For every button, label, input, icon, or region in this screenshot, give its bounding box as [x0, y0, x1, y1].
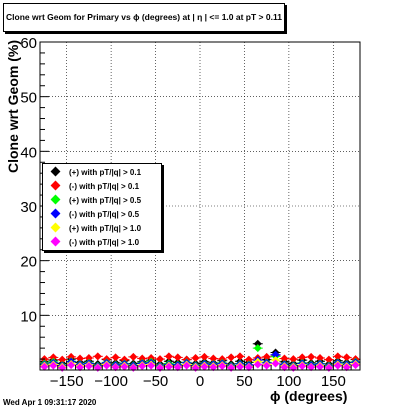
data-point: [333, 352, 342, 361]
legend-marker-icon: [50, 180, 61, 191]
data-point: [182, 361, 191, 370]
data-point: [342, 353, 351, 362]
legend-item: (+) with pT/|q| > 0.1: [43, 166, 161, 179]
data-point: [298, 353, 307, 362]
y-tick-label: 10: [20, 308, 37, 325]
data-series: [39, 339, 361, 372]
data-point: [253, 360, 262, 369]
data-point: [316, 362, 324, 371]
data-point: [111, 363, 120, 372]
legend-item: (+) with pT/|q| > 1.0: [43, 222, 161, 235]
data-point: [271, 359, 280, 368]
y-axis-label: Clone wrt Geom (%): [5, 39, 21, 173]
data-point: [84, 353, 93, 362]
data-point: [84, 362, 93, 371]
data-point: [147, 361, 156, 370]
legend-item: (-) with pT/|q| > 0.1: [43, 180, 161, 193]
legend-label: (+) with pT/|q| > 0.5: [69, 196, 142, 205]
data-point: [244, 355, 253, 364]
x-axis-label: ϕ (degrees): [270, 388, 348, 404]
x-tick-label: −50: [143, 373, 168, 390]
legend-label: (-) with pT/|q| > 0.1: [69, 182, 140, 191]
data-point: [253, 339, 262, 348]
legend-label: (-) with pT/|q| > 1.0: [69, 238, 140, 247]
data-point: [129, 352, 138, 361]
data-point: [351, 361, 360, 370]
data-point: [191, 353, 200, 362]
data-point: [49, 353, 58, 362]
y-tick-label: 60: [20, 35, 37, 52]
y-tick-label: 20: [20, 254, 37, 271]
data-point: [138, 354, 147, 363]
data-point: [209, 363, 218, 372]
legend-label: (-) with pT/|q| > 0.5: [69, 210, 140, 219]
data-point: [236, 362, 244, 371]
data-point: [333, 361, 342, 370]
data-point: [67, 361, 76, 370]
data-point: [280, 354, 289, 363]
data-point: [76, 363, 84, 372]
data-point: [49, 361, 58, 370]
data-point: [173, 363, 182, 372]
data-point: [209, 354, 218, 363]
data-point: [76, 354, 84, 363]
data-point: [40, 362, 49, 371]
data-point: [307, 363, 316, 372]
legend-label: (+) with pT/|q| > 1.0: [69, 224, 142, 233]
data-point: [93, 352, 102, 361]
axes: 10 20 30 40 50 60 −150 −100 −50 0 50 100 150: [20, 35, 361, 390]
y-tick-label: 40: [20, 144, 37, 161]
data-point: [307, 352, 316, 361]
data-point: [271, 350, 280, 359]
data-point: [236, 352, 244, 361]
data-point: [200, 352, 209, 361]
data-point: [262, 352, 271, 361]
legend-item: (-) with pT/|q| > 1.0: [43, 236, 161, 249]
data-point: [200, 362, 209, 371]
data-point: [120, 362, 129, 371]
legend-item: (-) with pT/|q| > 0.5: [43, 208, 161, 221]
data-point: [289, 355, 298, 364]
data-point: [227, 353, 236, 362]
legend-label: (+) with pT/|q| > 0.1: [69, 168, 142, 177]
x-tick-label: 150: [321, 373, 346, 390]
legend-item: (+) with pT/|q| > 0.5: [43, 194, 161, 207]
x-tick-label: −150: [50, 373, 84, 390]
legend-marker-icon: [50, 208, 61, 219]
x-tick-label: 0: [196, 373, 204, 390]
data-point: [102, 361, 111, 370]
x-tick-label: −100: [94, 373, 128, 390]
data-point: [324, 355, 333, 364]
series-1: [39, 351, 361, 364]
timestamp-footer: Wed Apr 1 09:31:17 2020: [3, 398, 97, 407]
data-point: [164, 352, 173, 361]
data-point: [316, 353, 324, 362]
x-tick-label: 100: [276, 373, 301, 390]
data-point: [262, 361, 271, 370]
data-point: [253, 344, 262, 353]
x-tick-label: 50: [236, 373, 253, 390]
data-point: [280, 363, 289, 372]
y-tick-label: 30: [20, 199, 37, 216]
legend-marker-icon: [50, 236, 61, 247]
series-5: [39, 359, 361, 372]
y-tick-label: 50: [20, 90, 37, 107]
data-point: [298, 362, 307, 371]
legend-marker-icon: [50, 194, 61, 205]
data-point: [173, 353, 182, 362]
data-point: [138, 362, 147, 371]
legend: (+) with pT/|q| > 0.1 (-) with pT/|q| > 0…: [42, 163, 162, 251]
data-point: [111, 353, 120, 362]
legend-marker-icon: [50, 166, 61, 177]
legend-marker-icon: [50, 222, 61, 233]
data-point: [58, 355, 67, 364]
data-point: [164, 362, 173, 371]
data-point: [218, 362, 227, 371]
data-point: [244, 363, 253, 372]
data-point: [156, 355, 164, 364]
data-point: [67, 352, 76, 361]
data-point: [342, 363, 351, 372]
chart-title: Clone wrt Geom for Primary vs ϕ (degrees…: [3, 3, 285, 32]
